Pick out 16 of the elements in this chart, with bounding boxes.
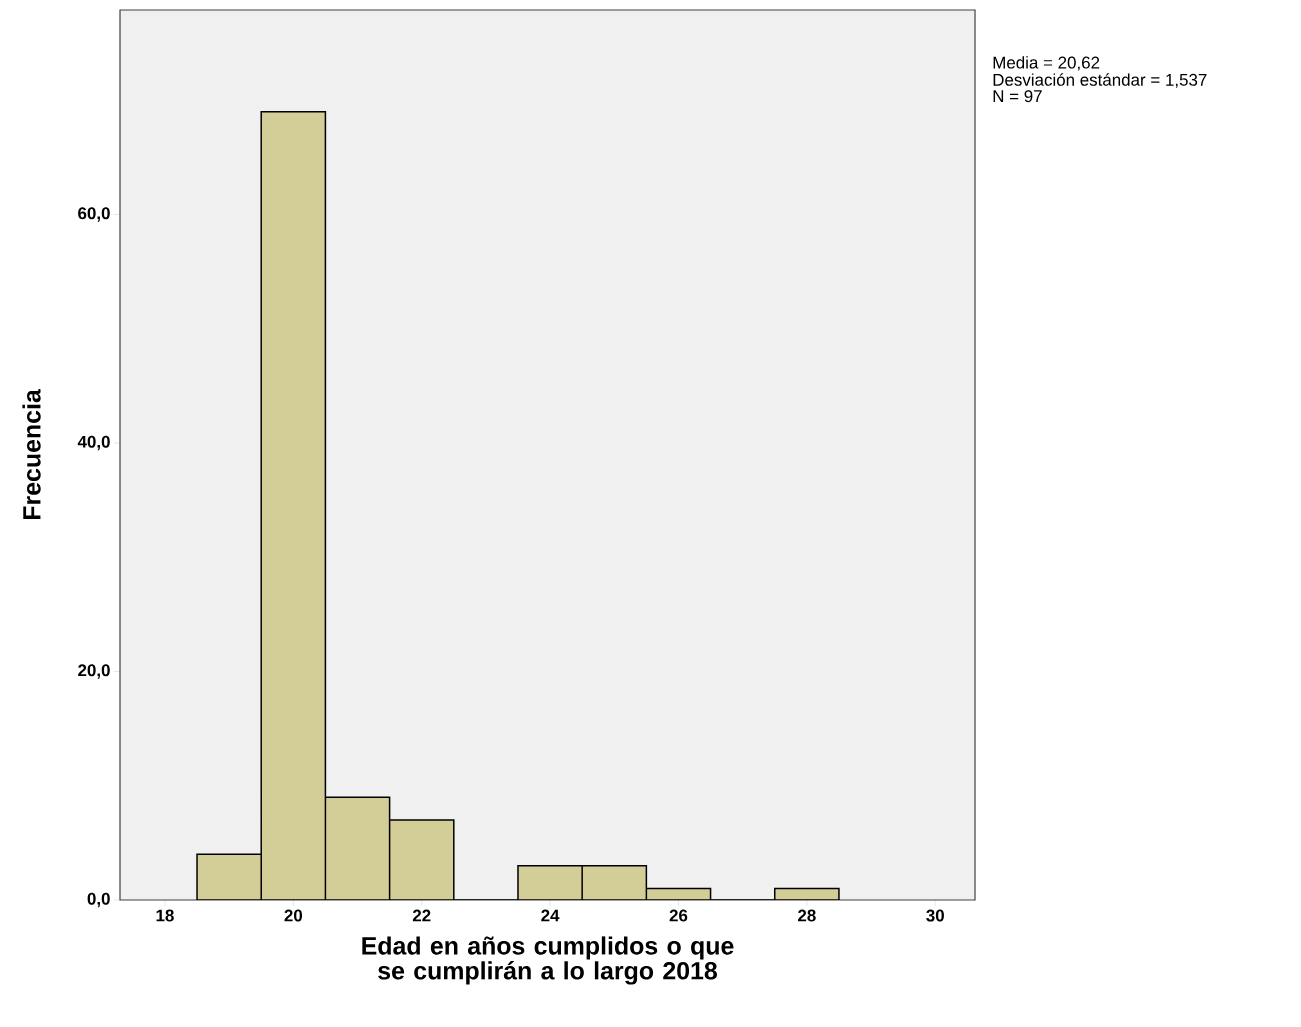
x-axis-title: Edad en años cumplidos o que se cumplirán a lo largo 2018 — [362, 936, 734, 985]
x-tick-label: 26 — [669, 909, 688, 922]
text: Media = 20,62 — [993, 56, 1100, 71]
text: Desviación estándar = 1,537 — [993, 73, 1207, 88]
x-tick-label: 28 — [798, 909, 816, 922]
y-axis-title: Frecuencia — [22, 389, 41, 520]
y-tick-label: 60,0 — [78, 207, 110, 222]
x-tick-label: 22 — [412, 909, 431, 922]
text: N = 97 — [993, 90, 1042, 103]
x-tick-label: 20 — [284, 909, 303, 922]
x-tick-label: 24 — [541, 909, 560, 922]
y-tick-label: 0,0 — [87, 892, 110, 908]
x-tick-label: 30 — [926, 909, 944, 922]
y-tick-label: 20,0 — [78, 664, 110, 679]
x-tick-label: 18 — [156, 909, 174, 922]
y-tick-label: 40,0 — [77, 435, 110, 451]
